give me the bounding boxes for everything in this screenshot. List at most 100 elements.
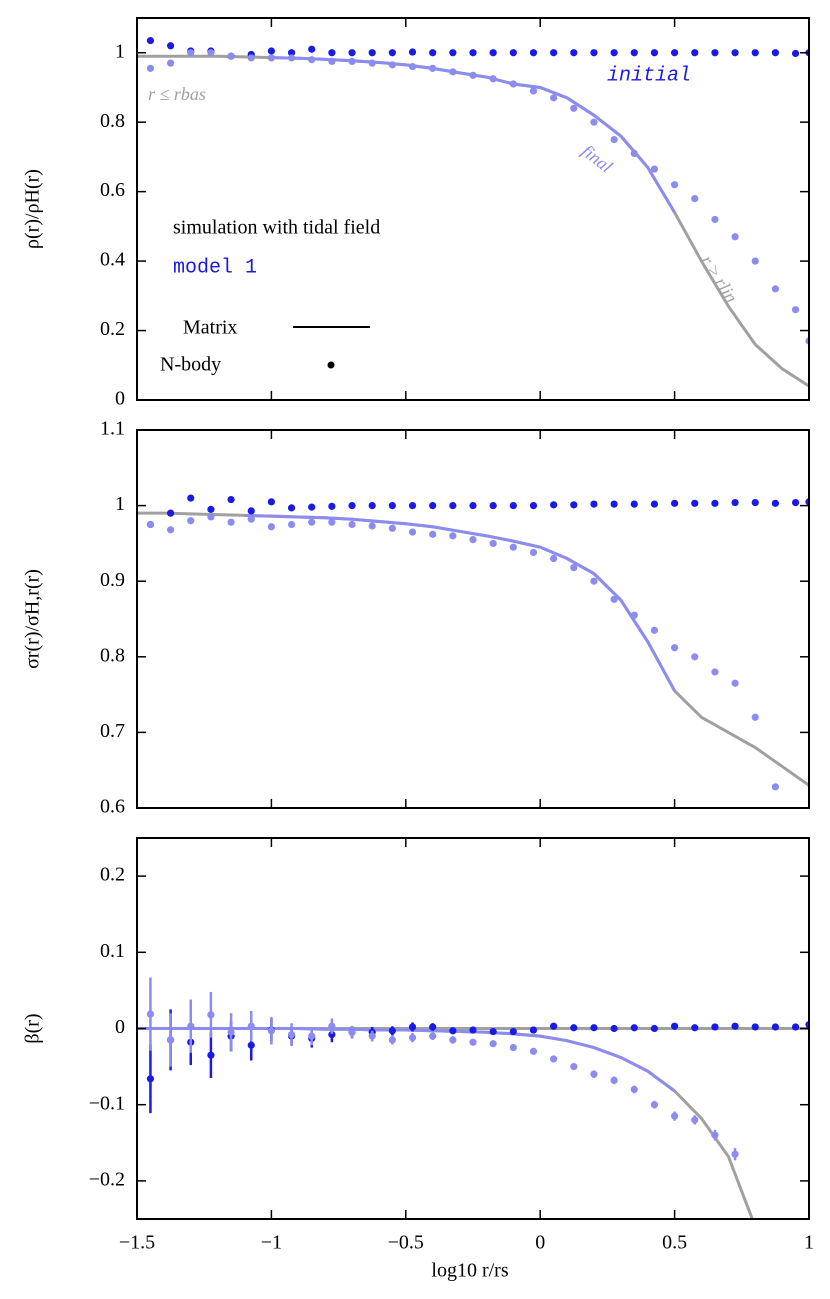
nbody-point: [650, 1101, 659, 1109]
nbody-point: [308, 1032, 316, 1040]
nbody-point: [247, 1041, 255, 1049]
nbody-point: [429, 502, 437, 510]
y-tick-label: −0.2: [89, 1168, 125, 1190]
nbody-point: [167, 1036, 175, 1044]
y-tick-label: 0.4: [100, 249, 125, 271]
nbody-point: [187, 1022, 195, 1030]
nbody-point: [247, 54, 255, 62]
y-tick-label: 0.2: [100, 318, 125, 340]
nbody-point: [650, 626, 659, 634]
nbody-point: [630, 49, 638, 57]
nbody-point: [146, 64, 155, 72]
nbody-point: [308, 56, 316, 64]
nbody-point: [328, 1030, 336, 1039]
y-axis-label: σr(r)/σH,r(r): [22, 569, 44, 669]
nbody-point: [368, 49, 376, 57]
legend-dot: [327, 361, 335, 369]
y-tick-label: 1: [115, 40, 125, 62]
nbody-point: [590, 49, 598, 57]
y-axis-label: β(r): [22, 1013, 44, 1043]
nbody-point: [348, 502, 356, 510]
plot-area: [137, 36, 809, 388]
nbody-point: [529, 49, 538, 57]
nbody-point: [771, 499, 780, 507]
nbody-point: [227, 52, 235, 60]
x-tick-label: −1: [261, 1232, 282, 1254]
rlin-label: r ≥ rlin: [697, 252, 741, 307]
y-tick-label: 0.6: [100, 796, 125, 818]
nbody-point: [388, 524, 396, 532]
x-axis-label: log10 r/rs: [431, 1260, 508, 1282]
legend-label: Matrix: [183, 317, 237, 339]
plot-frame: [136, 429, 810, 809]
nbody-point: [429, 1032, 437, 1040]
legend-label: N-body: [160, 354, 221, 376]
nbody-point: [187, 494, 195, 502]
nbody-point: [449, 68, 457, 76]
y-tick-label: 0.8: [100, 110, 125, 132]
nbody-point: [529, 87, 538, 95]
nbody-point: [650, 500, 659, 508]
nbody-point: [429, 530, 437, 538]
nbody-point: [550, 1022, 558, 1030]
nbody-point: [207, 49, 215, 57]
nbody-point: [791, 49, 800, 58]
nbody-point: [791, 1023, 800, 1031]
nbody-point: [408, 502, 417, 510]
y-tick-label: 0.9: [100, 569, 125, 591]
nbody-point: [791, 498, 800, 507]
nbody-point: [167, 509, 175, 517]
nbody-point: [509, 1027, 517, 1036]
nbody-point: [570, 49, 578, 57]
nbody-point: [711, 49, 719, 57]
nbody-point: [489, 539, 497, 548]
nbody-point: [328, 518, 336, 526]
nbody-point: [691, 194, 699, 203]
nbody-point: [469, 71, 477, 79]
nbody-point: [227, 1028, 235, 1036]
nbody-point: [711, 1131, 719, 1139]
y-tick-label: 1: [115, 493, 125, 515]
initial-label: initial: [607, 64, 691, 87]
x-tick-label: 0.5: [662, 1232, 687, 1254]
nbody-point: [449, 1036, 457, 1044]
nbody-point: [731, 679, 739, 687]
nbody-point: [509, 1043, 517, 1052]
nbody-point: [691, 499, 699, 507]
nbody-point: [449, 502, 457, 510]
nbody-point: [610, 500, 618, 508]
nbody-point: [227, 518, 235, 526]
nbody-point: [610, 1024, 618, 1033]
nbody-point: [771, 49, 780, 57]
nbody-point: [348, 57, 356, 66]
y-tick-label: 0.7: [100, 720, 125, 742]
nbody-point: [711, 499, 719, 507]
nbody-point: [691, 49, 699, 57]
model-curve: [137, 511, 809, 787]
y-tick-label: −0.1: [89, 1092, 125, 1114]
nbody-point: [630, 1085, 638, 1094]
nbody-point: [630, 149, 638, 158]
nbody-point: [167, 59, 175, 67]
nbody-point: [368, 59, 376, 67]
nbody-point: [630, 500, 638, 508]
nbody-point: [429, 49, 437, 57]
nbody-point: [408, 48, 417, 56]
nbody-point: [550, 49, 558, 57]
plot-frame: [136, 17, 810, 401]
nbody-point: [630, 1024, 638, 1032]
nbody-point: [711, 668, 719, 676]
nbody-point: [247, 507, 255, 515]
nbody-point: [328, 57, 336, 66]
nbody-point: [489, 502, 497, 510]
nbody-point: [550, 554, 558, 563]
nbody-point: [247, 1022, 255, 1030]
nbody-point: [771, 285, 780, 293]
nbody-point: [671, 1112, 679, 1120]
nbody-point: [449, 1027, 457, 1035]
y-tick-label: 0: [115, 1016, 125, 1038]
nbody-point: [308, 503, 316, 511]
nbody-point: [590, 500, 598, 508]
y-tick-label: 0.6: [100, 179, 125, 201]
nbody-point: [529, 548, 538, 557]
